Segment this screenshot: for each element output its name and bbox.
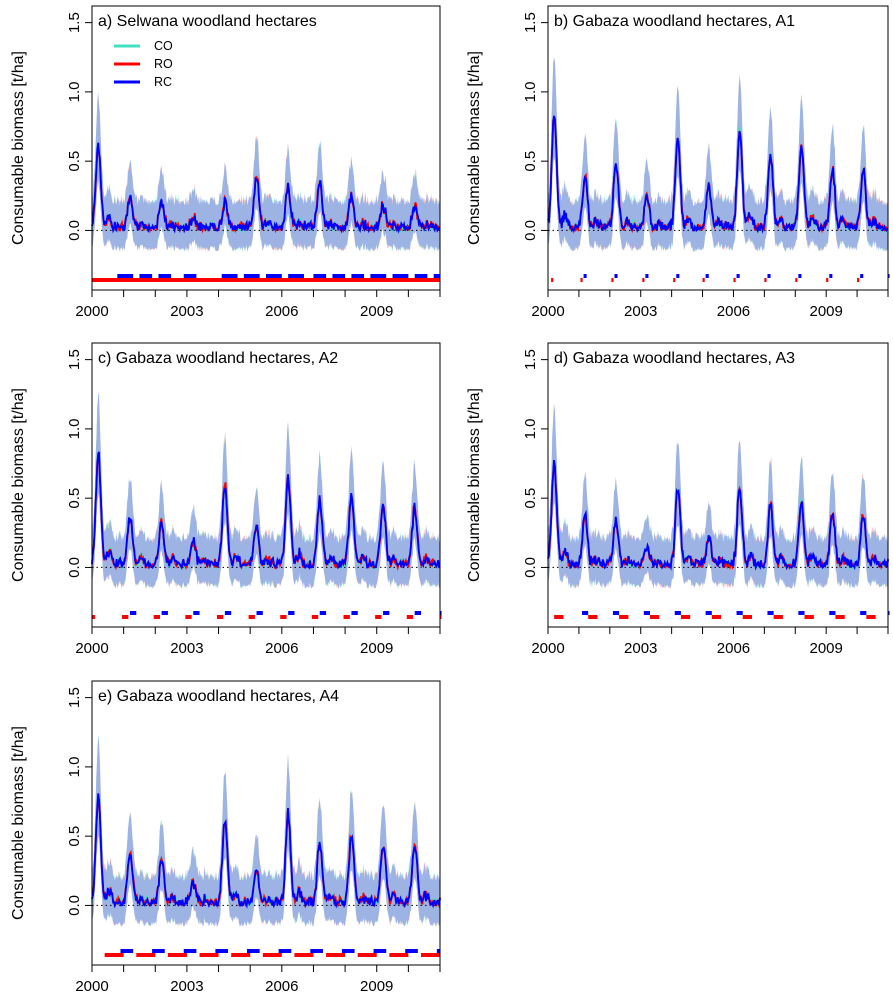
x-tick-label: 2009 bbox=[360, 640, 393, 657]
x-tick-label: 2003 bbox=[624, 303, 657, 320]
x-tick-label: 2000 bbox=[75, 640, 108, 657]
band-co bbox=[92, 91, 440, 252]
x-tick-label: 2009 bbox=[809, 640, 842, 657]
x-tick-label: 2009 bbox=[360, 978, 393, 995]
plot-frame bbox=[547, 5, 889, 291]
x-tick-label: 2000 bbox=[531, 640, 564, 657]
y-axis-label: Consumable biomass [t/ha] bbox=[466, 388, 483, 582]
band-ro bbox=[548, 406, 888, 589]
band-rc bbox=[92, 91, 440, 252]
y-tick-label: 0.0 bbox=[66, 895, 83, 916]
series-line-rc bbox=[547, 459, 889, 571]
x-tick-label: 2006 bbox=[265, 978, 298, 995]
legend: CO RO RC bbox=[114, 39, 173, 89]
y-tick-label: 1.5 bbox=[66, 349, 83, 370]
panel-b: b) Gabaza woodland hectares, A1 0.0 0.5 1.0… bbox=[466, 5, 890, 320]
panel-e: e) Gabaza woodland hectares, A4 0.0 0.5 1.0… bbox=[10, 680, 441, 995]
panel-title: c) Gabaza woodland hectares, A2 bbox=[98, 350, 338, 367]
y-tick-label: 0.5 bbox=[66, 826, 83, 847]
plot-frame bbox=[547, 342, 889, 628]
y-tick-label: 1.5 bbox=[522, 349, 539, 370]
y-tick-label: 0.0 bbox=[66, 220, 83, 241]
x-tick-label: 2003 bbox=[624, 640, 657, 657]
y-tick-label: 0.5 bbox=[66, 151, 83, 172]
y-axis-label: Consumable biomass [t/ha] bbox=[10, 726, 27, 920]
y-tick-label: 0.5 bbox=[522, 151, 539, 172]
legend-label-ro: RO bbox=[154, 57, 173, 71]
y-tick-label: 0.5 bbox=[66, 488, 83, 509]
y-axis-label: Consumable biomass [t/ha] bbox=[466, 51, 483, 245]
band-ro bbox=[92, 397, 440, 589]
y-tick-label: 0.0 bbox=[66, 557, 83, 578]
y-axis-label: Consumable biomass [t/ha] bbox=[10, 51, 27, 245]
x-tick-label: 2000 bbox=[75, 978, 108, 995]
plot-frame bbox=[91, 342, 441, 628]
series-line-rc bbox=[91, 142, 441, 234]
y-tick-label: 1.0 bbox=[66, 81, 83, 102]
x-tick-label: 2006 bbox=[717, 303, 750, 320]
panel-a: a) Selwana woodland hectares 0.0 0.5 1.0 1.5… bbox=[10, 5, 441, 320]
series-line-rc bbox=[91, 451, 441, 571]
x-tick-label: 2000 bbox=[75, 303, 108, 320]
x-tick-label: 2000 bbox=[531, 303, 564, 320]
panel-c: c) Gabaza woodland hectares, A2 0.0 0.5 1.0… bbox=[10, 342, 442, 657]
panel-title: d) Gabaza woodland hectares, A3 bbox=[554, 350, 795, 367]
plot-frame bbox=[91, 5, 441, 291]
band-co bbox=[92, 394, 440, 589]
y-tick-label: 1.0 bbox=[522, 418, 539, 439]
x-tick-label: 2003 bbox=[170, 303, 203, 320]
y-tick-label: 1.0 bbox=[522, 81, 539, 102]
band-rc bbox=[548, 56, 888, 252]
band-co bbox=[548, 403, 888, 589]
series-line-rc bbox=[91, 793, 441, 909]
plot-frame bbox=[91, 680, 441, 966]
band-rc bbox=[92, 734, 440, 927]
y-tick-label: 0.5 bbox=[522, 488, 539, 509]
x-tick-label: 2003 bbox=[170, 640, 203, 657]
series-line-rc bbox=[547, 115, 889, 234]
y-axis-label: Consumable biomass [t/ha] bbox=[10, 388, 27, 582]
panel-d: d) Gabaza woodland hectares, A3 0.0 0.5 1.0… bbox=[466, 342, 890, 657]
legend-label-rc: RC bbox=[154, 75, 172, 89]
panel-title: e) Gabaza woodland hectares, A4 bbox=[98, 688, 339, 705]
panel-title: a) Selwana woodland hectares bbox=[98, 13, 317, 30]
y-tick-label: 1.5 bbox=[522, 12, 539, 33]
x-tick-label: 2003 bbox=[170, 978, 203, 995]
band-ro bbox=[92, 737, 440, 927]
legend-label-co: CO bbox=[154, 39, 173, 53]
y-tick-label: 1.0 bbox=[66, 418, 83, 439]
x-tick-label: 2006 bbox=[717, 640, 750, 657]
y-tick-label: 1.5 bbox=[66, 12, 83, 33]
band-ro bbox=[92, 94, 440, 252]
x-tick-label: 2009 bbox=[809, 303, 842, 320]
x-tick-label: 2006 bbox=[265, 640, 298, 657]
band-rc bbox=[92, 392, 440, 589]
y-tick-label: 0.0 bbox=[522, 557, 539, 578]
band-co bbox=[548, 57, 888, 252]
band-rc bbox=[548, 403, 888, 589]
band-ro bbox=[548, 59, 888, 252]
y-tick-label: 0.0 bbox=[522, 220, 539, 241]
panel-title: b) Gabaza woodland hectares, A1 bbox=[554, 13, 795, 30]
y-tick-label: 1.5 bbox=[66, 687, 83, 708]
x-tick-label: 2006 bbox=[265, 303, 298, 320]
y-tick-label: 1.0 bbox=[66, 756, 83, 777]
x-tick-label: 2009 bbox=[360, 303, 393, 320]
band-co bbox=[92, 735, 440, 927]
